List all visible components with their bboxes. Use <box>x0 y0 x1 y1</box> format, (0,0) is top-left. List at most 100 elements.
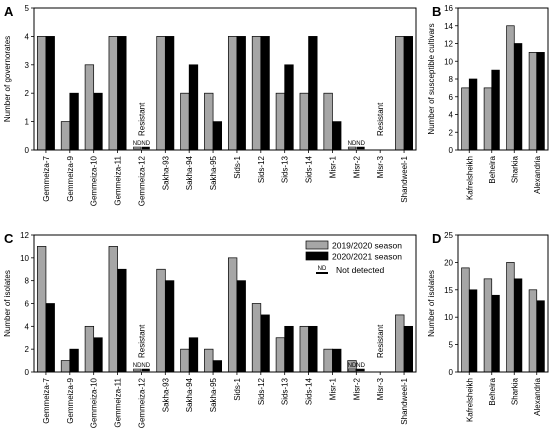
panel-letter: A <box>4 4 14 19</box>
plot-frame <box>457 7 549 151</box>
plot-frame <box>457 234 549 373</box>
y-axis-label: Number of governorates <box>3 36 12 122</box>
y-tick-label: 8 <box>25 277 30 286</box>
bar <box>260 36 270 151</box>
nd-bar <box>133 368 142 372</box>
x-tick-label: Kafrelsheikh <box>465 378 474 422</box>
legend-entry: 2020/2021 season <box>332 252 402 262</box>
bar <box>284 64 294 151</box>
x-tick-label: Sakha-94 <box>185 155 194 190</box>
bar <box>164 280 175 373</box>
x-tick-label: Misr-3 <box>376 155 385 178</box>
y-tick-label: 3 <box>25 61 30 70</box>
bar <box>60 360 71 373</box>
bar <box>461 267 470 373</box>
x-tick-label: Sids-13 <box>281 377 290 405</box>
y-tick-label: 8 <box>449 75 454 84</box>
bar <box>180 348 190 373</box>
x-tick-label: Gemmeiza-11 <box>114 377 123 427</box>
bar <box>308 36 318 151</box>
x-tick-label: Gemmeiza-9 <box>66 155 75 201</box>
x-tick-label: Misr-2 <box>352 377 361 400</box>
x-tick-label: Kafrelsheikh <box>465 156 474 200</box>
resistant-label: Resistant <box>137 102 146 136</box>
nd-label: ND <box>356 141 365 147</box>
x-tick-label: Gemmeiza-7 <box>42 155 51 201</box>
y-tick-label: 10 <box>444 57 453 66</box>
nd-bar <box>356 368 365 372</box>
y-tick-label: 25 <box>444 231 453 240</box>
nd-label: ND <box>141 141 150 147</box>
bar <box>506 262 515 373</box>
x-tick-label: Sharkia <box>510 155 519 183</box>
bar <box>45 303 55 373</box>
y-tick-label: 2 <box>25 345 30 354</box>
y-tick-label: 4 <box>449 111 454 120</box>
nd-bar <box>133 146 142 150</box>
y-tick-label: 1 <box>25 118 30 127</box>
x-tick-label: Sakha-95 <box>209 155 218 190</box>
nd-label: ND <box>141 363 150 369</box>
legend-swatch <box>305 240 329 250</box>
bar <box>251 36 262 151</box>
y-axis-label: Number of isolates <box>3 270 12 337</box>
x-tick-label: Misr-1 <box>328 155 337 178</box>
bar <box>284 325 294 373</box>
x-tick-label: Misr-1 <box>328 377 337 400</box>
y-tick-label: 6 <box>25 300 30 309</box>
bar <box>227 257 238 373</box>
x-tick-label: Gemmeiza-10 <box>90 377 99 428</box>
panel-letter: B <box>432 4 441 19</box>
legend-nd-entry: Not detected <box>336 265 384 275</box>
legend-nd-bar <box>316 272 328 274</box>
bar <box>251 303 262 373</box>
bar <box>528 52 538 151</box>
bar <box>93 92 103 151</box>
x-tick-label: Sids-12 <box>257 377 266 405</box>
x-tick-label: Sharkia <box>510 377 519 405</box>
bar <box>236 36 246 151</box>
y-tick-label: 6 <box>449 93 454 102</box>
y-tick-label: 0 <box>449 368 454 377</box>
nd-label: ND <box>133 141 142 147</box>
bar <box>212 121 223 151</box>
nd-bar <box>141 368 150 372</box>
y-tick-label: 2 <box>449 128 454 137</box>
y-tick-label: 0 <box>449 146 454 155</box>
y-tick-label: 12 <box>20 231 29 240</box>
bar <box>227 36 238 151</box>
plot-frame <box>33 234 417 373</box>
y-tick-label: 5 <box>449 341 454 350</box>
bar <box>108 36 118 151</box>
nd-bar <box>347 146 357 150</box>
x-tick-label: Beheira <box>488 155 497 183</box>
y-tick-label: 12 <box>444 40 453 49</box>
bar <box>491 69 500 151</box>
y-tick-label: 0 <box>25 368 30 377</box>
x-tick-label: Sids-12 <box>257 155 266 183</box>
plot-frame <box>33 7 417 151</box>
bar <box>468 78 478 151</box>
bar <box>45 36 55 151</box>
nd-label: ND <box>348 141 357 147</box>
bar <box>308 325 318 373</box>
bar <box>204 92 214 151</box>
x-tick-label: Misr-2 <box>352 155 361 178</box>
bar <box>403 36 414 151</box>
bar <box>60 121 71 151</box>
bar <box>299 92 309 151</box>
legend-entry: 2019/2020 season <box>332 241 402 251</box>
bar <box>260 314 270 373</box>
bar <box>483 87 493 151</box>
bar <box>236 280 246 373</box>
x-tick-label: Alexandria <box>533 155 542 193</box>
bar <box>188 64 199 151</box>
y-tick-label: 5 <box>25 4 30 13</box>
bar <box>117 36 127 151</box>
y-tick-label: 4 <box>25 32 30 41</box>
x-tick-label: Shandweel-1 <box>400 377 409 424</box>
bar <box>108 246 118 373</box>
bar <box>84 325 95 373</box>
bar <box>36 36 47 151</box>
x-tick-label: Sids-14 <box>305 155 314 183</box>
